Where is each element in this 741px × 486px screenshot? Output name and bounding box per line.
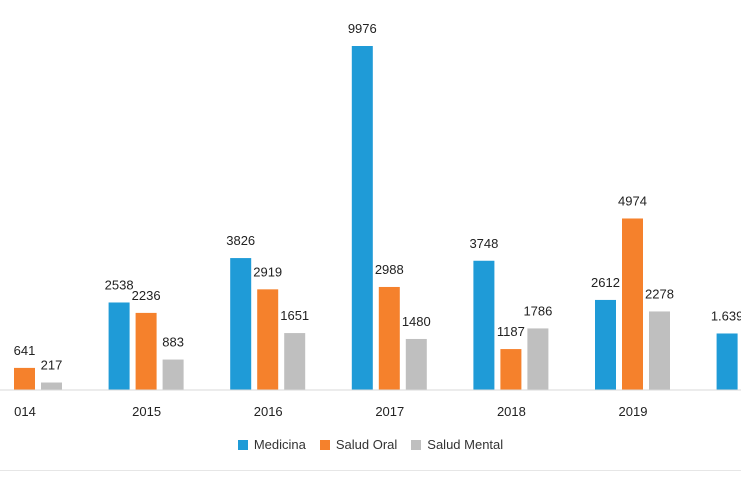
legend-label-salud-oral: Salud Oral bbox=[335, 437, 398, 452]
bar-salud-oral-2017 bbox=[378, 286, 400, 390]
data-label-salud-oral-2017: 2988 bbox=[375, 262, 404, 277]
data-label-salud-mental-2014: 217 bbox=[41, 358, 63, 373]
bar-salud-mental-2017 bbox=[405, 338, 427, 390]
data-label-medicina-2015: 2538 bbox=[105, 277, 134, 292]
x-tick-label-2019: 2019 bbox=[619, 404, 648, 419]
data-label-salud-mental-2018: 1786 bbox=[523, 303, 552, 318]
x-tick-label-2014: 014 bbox=[14, 404, 36, 419]
legend-label-salud-mental: Salud Mental bbox=[427, 437, 504, 452]
bar-salud-mental-2018 bbox=[527, 328, 549, 390]
data-label-medicina-2018: 3748 bbox=[469, 236, 498, 251]
bar-medicina-2016 bbox=[230, 258, 252, 390]
data-label-medicina-2019: 2612 bbox=[591, 275, 620, 290]
bar-medicina-2017 bbox=[351, 46, 373, 390]
bar-salud-mental-2016 bbox=[284, 333, 306, 390]
data-label-salud-oral-2018: 1187 bbox=[497, 324, 525, 339]
bar-medicina-2020 bbox=[716, 333, 738, 390]
x-axis-tick-labels: 01420152016201720182019202 bbox=[14, 404, 648, 419]
data-label-salud-mental-2015: 883 bbox=[162, 335, 184, 350]
bar-salud-oral-2018 bbox=[500, 349, 522, 390]
data-label-salud-mental-2017: 1480 bbox=[402, 314, 431, 329]
data-label-salud-oral-2015: 2236 bbox=[132, 288, 161, 303]
bar-salud-oral-2015 bbox=[135, 312, 157, 390]
bar-salud-oral-2014 bbox=[14, 367, 35, 390]
data-label-medicina-2016: 3826 bbox=[226, 233, 255, 248]
x-tick-label-2017: 2017 bbox=[375, 404, 404, 419]
bar-medicina-2018 bbox=[473, 260, 495, 390]
x-tick-label-2016: 2016 bbox=[254, 404, 283, 419]
bar-salud-oral-2019 bbox=[622, 218, 643, 390]
data-label-medicina-2017: 9976 bbox=[348, 21, 377, 36]
bars-layer bbox=[14, 46, 738, 390]
bar-salud-mental-2015 bbox=[162, 359, 184, 390]
data-label-salud-oral-2014: 641 bbox=[14, 343, 36, 358]
bottom-divider bbox=[0, 470, 741, 471]
data-label-salud-oral-2016: 2919 bbox=[253, 264, 282, 279]
data-label-medicina-2020: 1.639 bbox=[711, 308, 741, 323]
legend-swatch-salud-oral bbox=[319, 439, 330, 450]
legend-swatch-salud-mental bbox=[411, 439, 422, 450]
legend-label-medicina: Medicina bbox=[253, 437, 306, 452]
bar-salud-mental-2019 bbox=[649, 311, 670, 390]
legend: Medicina Salud Oral Salud Mental bbox=[0, 437, 741, 452]
legend-item-salud-mental: Salud Mental bbox=[411, 437, 503, 452]
x-tick-label-2015: 2015 bbox=[132, 404, 161, 419]
legend-swatch-medicina bbox=[237, 439, 248, 450]
bar-salud-mental-2014 bbox=[41, 382, 62, 390]
bar-medicina-2019 bbox=[595, 299, 616, 390]
data-label-salud-mental-2019: 2278 bbox=[645, 286, 674, 301]
data-label-salud-mental-2016: 1651 bbox=[280, 308, 309, 323]
legend-item-medicina: Medicina bbox=[237, 437, 306, 452]
bar-medicina-2015 bbox=[108, 302, 130, 390]
bar-salud-oral-2016 bbox=[257, 289, 279, 390]
data-label-salud-oral-2019: 4974 bbox=[618, 193, 647, 208]
legend-item-salud-oral: Salud Oral bbox=[319, 437, 398, 452]
x-tick-label-2018: 2018 bbox=[497, 404, 526, 419]
